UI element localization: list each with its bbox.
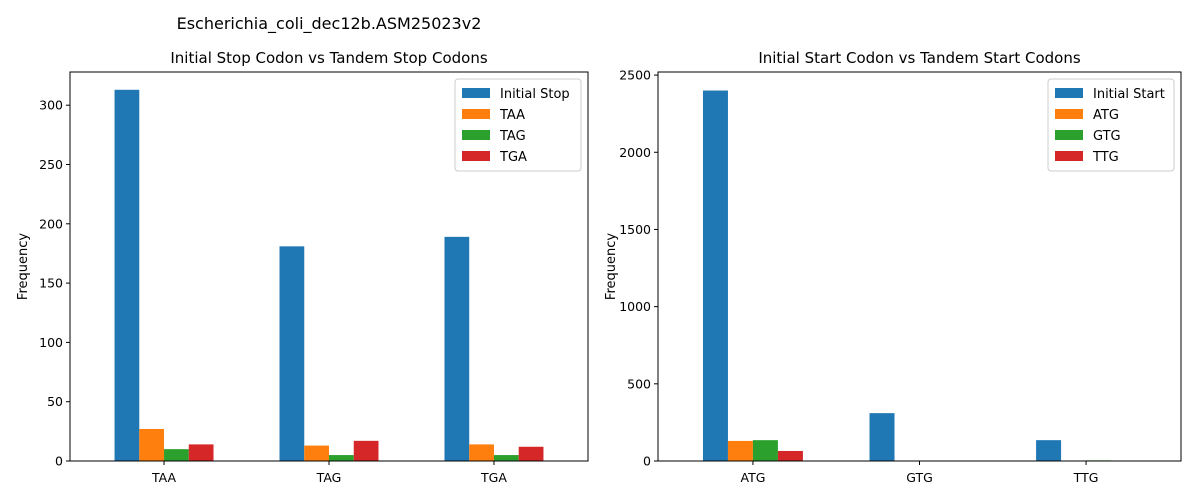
start-bar-initial-start-ttg <box>1036 440 1062 461</box>
stop-y-tick-label: 0 <box>55 454 63 469</box>
start-y-axis-label: Frequency <box>604 233 619 300</box>
stop-x-tick-label: TGA <box>480 470 507 485</box>
stop-legend-label: TAA <box>499 108 525 123</box>
start-y-tick-label: 2000 <box>619 145 651 160</box>
start-x-tick-label: GTG <box>906 470 933 485</box>
stop-y-tick-label: 300 <box>39 98 63 113</box>
stop-y-tick-label: 50 <box>47 394 63 409</box>
stop-legend <box>454 78 582 172</box>
stop-bar-initial-stop-taa <box>114 89 140 461</box>
stop-y-axis-label: Frequency <box>16 233 31 300</box>
start-bar-atg-atg <box>727 440 753 461</box>
start-y-tick-label: 0 <box>643 454 651 469</box>
start-bar-initial-start-gtg <box>869 413 895 461</box>
stop-legend-label: Initial Stop <box>500 87 570 102</box>
stop-x-tick-label: TAG <box>316 470 342 485</box>
stop-legend-swatch <box>462 88 490 98</box>
start-bar-gtg-atg <box>752 440 778 461</box>
start-legend-swatch <box>1055 88 1083 98</box>
start-legend-label: GTG <box>1093 129 1121 144</box>
stop-bar-tag-taa <box>164 449 189 461</box>
stop-legend-swatch <box>462 109 490 119</box>
stop-bar-taa-tga <box>469 444 494 461</box>
stop-legend-label: TGA <box>499 150 527 165</box>
stop-chart-title: Initial Stop Codon vs Tandem Stop Codons <box>170 49 487 67</box>
stop-bar-tga-tga <box>518 446 544 461</box>
start-codon-chart: Initial Start Codon vs Tandem Start Codo… <box>604 49 1182 485</box>
stop-legend-swatch <box>462 130 490 140</box>
stop-bar-tga-taa <box>188 444 214 461</box>
stop-bar-tga-tag <box>353 440 379 461</box>
start-legend-swatch <box>1055 130 1083 140</box>
stop-x-tick-label: TAA <box>151 470 177 485</box>
start-bar-initial-start-atg <box>702 90 728 462</box>
start-bar-ttg-atg <box>777 450 803 461</box>
stop-legend-swatch <box>462 151 490 161</box>
stop-bar-taa-taa <box>139 428 165 461</box>
stop-legend-label: TAG <box>499 129 526 144</box>
stop-bar-taa-tag <box>304 445 329 461</box>
stop-bar-initial-stop-tag <box>279 246 305 461</box>
stop-y-tick-label: 250 <box>39 157 63 172</box>
stop-y-tick-label: 100 <box>39 335 63 350</box>
stop-y-tick-label: 150 <box>39 276 63 291</box>
start-legend-label: Initial Start <box>1093 87 1165 102</box>
start-y-tick-label: 1000 <box>619 299 651 314</box>
start-y-tick-label: 1500 <box>619 222 651 237</box>
start-x-tick-label: TTG <box>1073 470 1099 485</box>
start-legend-swatch <box>1055 109 1083 119</box>
start-y-tick-label: 500 <box>627 376 651 391</box>
start-y-tick-label: 2500 <box>619 68 651 83</box>
start-legend-label: TTG <box>1092 150 1119 165</box>
stop-codon-chart: Initial Stop Codon vs Tandem Stop Codons… <box>16 49 589 485</box>
stop-bar-initial-stop-tga <box>444 236 470 461</box>
stop-y-tick-label: 200 <box>39 216 63 231</box>
stop-bar-tag-tag <box>329 455 354 461</box>
start-chart-title: Initial Start Codon vs Tandem Start Codo… <box>758 49 1081 67</box>
start-legend-label: ATG <box>1093 108 1119 123</box>
start-legend-swatch <box>1055 151 1083 161</box>
start-legend <box>1047 78 1175 172</box>
start-x-tick-label: ATG <box>740 470 765 485</box>
stop-bar-tag-tga <box>493 455 519 461</box>
figure-title: Escherichia_coli_dec12b.ASM25023v2 <box>177 14 482 34</box>
